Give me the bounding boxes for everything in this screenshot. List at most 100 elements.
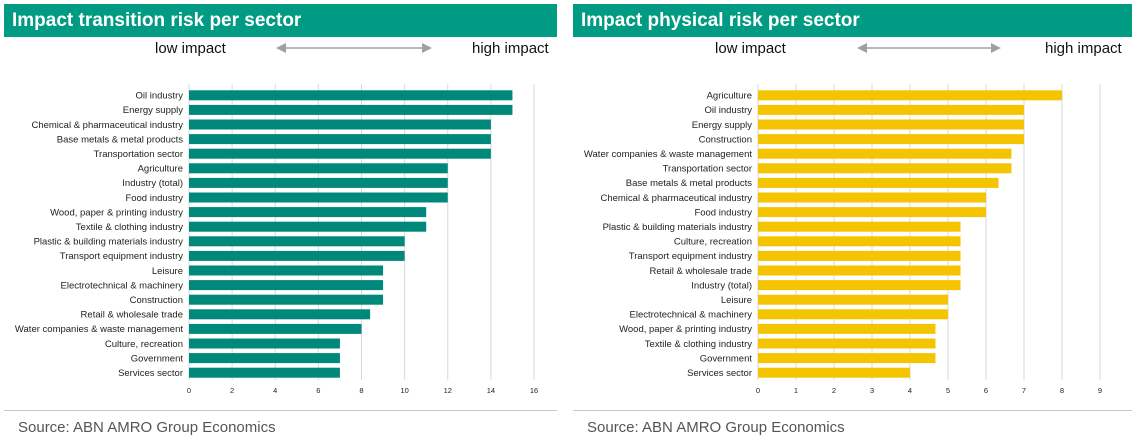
bar <box>189 90 513 101</box>
bar <box>758 148 1012 159</box>
divider <box>573 410 1132 411</box>
x-tick-label: 7 <box>1022 386 1026 395</box>
bar <box>758 265 961 276</box>
bar <box>189 309 371 320</box>
bar <box>758 192 986 203</box>
bar <box>758 250 961 261</box>
category-label: Leisure <box>721 295 752 306</box>
source-note: Source: ABN AMRO Group Economics <box>587 419 845 436</box>
x-tick-label: 2 <box>230 386 234 395</box>
x-tick-label: 10 <box>400 386 408 395</box>
category-label: Agriculture <box>138 164 183 175</box>
x-tick-label: 3 <box>870 386 874 395</box>
bar <box>189 280 384 291</box>
category-label: Base metals & metal products <box>57 134 183 145</box>
category-label: Construction <box>699 134 752 145</box>
category-label: Energy supply <box>123 105 183 116</box>
bar <box>189 367 340 378</box>
bar <box>189 353 340 364</box>
category-label: Chemical & pharmaceutical industry <box>31 120 183 131</box>
x-tick-label: 9 <box>1098 386 1102 395</box>
category-label: Retail & wholesale trade <box>81 310 183 321</box>
x-tick-label: 2 <box>832 386 836 395</box>
x-tick-label: 4 <box>908 386 912 395</box>
category-label: Agriculture <box>707 91 752 102</box>
bar <box>189 134 491 145</box>
bar <box>758 221 961 232</box>
bar <box>758 119 1024 130</box>
category-label: Transport equipment industry <box>629 251 752 262</box>
x-tick-label: 8 <box>359 386 363 395</box>
source-note: Source: ABN AMRO Group Economics <box>18 419 276 436</box>
bar <box>189 163 448 174</box>
bar <box>758 323 936 334</box>
high-impact-label: high impact <box>472 40 549 57</box>
bar <box>758 309 948 320</box>
category-label: Services sector <box>118 368 183 379</box>
category-label: Culture, recreation <box>674 237 752 248</box>
category-label: Transport equipment industry <box>60 251 183 262</box>
category-label: Government <box>131 353 184 364</box>
x-tick-label: 8 <box>1060 386 1064 395</box>
category-label: Electrotechnical & machinery <box>630 310 753 321</box>
double-arrow-icon <box>857 43 1001 53</box>
bar <box>189 148 491 159</box>
bar <box>758 294 948 305</box>
x-tick-label: 0 <box>187 386 191 395</box>
category-label: Culture, recreation <box>105 339 183 350</box>
divider <box>4 410 557 411</box>
category-label: Electrotechnical & machinery <box>61 280 184 291</box>
bar <box>189 119 491 130</box>
bar <box>189 265 384 276</box>
category-label: Industry (total) <box>122 178 183 189</box>
category-label: Base metals & metal products <box>626 178 752 189</box>
category-label: Wood, paper & printing industry <box>50 207 183 218</box>
category-label: Transportation sector <box>663 164 752 175</box>
category-label: Energy supply <box>692 120 752 131</box>
bar <box>189 207 427 218</box>
x-tick-label: 1 <box>794 386 798 395</box>
bar <box>758 353 936 364</box>
category-label: Government <box>700 353 753 364</box>
bar <box>758 280 961 291</box>
bar <box>189 192 448 203</box>
category-label: Textile & clothing industry <box>76 222 183 233</box>
bar <box>189 221 427 232</box>
category-label: Food industry <box>125 193 183 204</box>
chart-title: Impact transition risk per sector <box>4 4 557 37</box>
category-label: Transportation sector <box>94 149 183 160</box>
category-label: Textile & clothing industry <box>645 339 752 350</box>
x-tick-label: 16 <box>530 386 538 395</box>
category-label: Plastic & building materials industry <box>34 237 184 248</box>
category-label: Plastic & building materials industry <box>603 222 753 233</box>
x-tick-label: 0 <box>756 386 760 395</box>
x-tick-label: 14 <box>487 386 495 395</box>
low-impact-label: low impact <box>715 40 786 57</box>
bar <box>758 207 986 218</box>
x-tick-label: 6 <box>316 386 320 395</box>
category-label: Oil industry <box>135 91 183 102</box>
category-label: Wood, paper & printing industry <box>619 324 752 335</box>
high-impact-label: high impact <box>1045 40 1122 57</box>
physical-risk-panel: Impact physical risk per sector low impa… <box>573 0 1132 444</box>
bar <box>758 90 1062 101</box>
bar <box>758 338 936 349</box>
category-label: Water companies & waste management <box>15 324 183 335</box>
category-label: Construction <box>130 295 183 306</box>
physical-risk-chart: 0 1 2 3 4 5 6 7 8 9 Agriculture Oil industry Energy … <box>573 84 1132 404</box>
x-tick-label: 5 <box>946 386 950 395</box>
transition-risk-panel: Impact transition risk per sector low im… <box>4 0 557 444</box>
chart-title: Impact physical risk per sector <box>573 4 1132 37</box>
bar <box>189 177 448 188</box>
bar <box>189 250 405 261</box>
x-tick-label: 6 <box>984 386 988 395</box>
bar <box>758 163 1012 174</box>
bar <box>758 104 1024 115</box>
bar <box>758 134 1024 145</box>
low-impact-label: low impact <box>155 40 226 57</box>
bar <box>758 367 910 378</box>
bar <box>189 294 384 305</box>
category-label: Chemical & pharmaceutical industry <box>600 193 752 204</box>
x-tick-label: 4 <box>273 386 277 395</box>
category-label: Food industry <box>694 207 752 218</box>
